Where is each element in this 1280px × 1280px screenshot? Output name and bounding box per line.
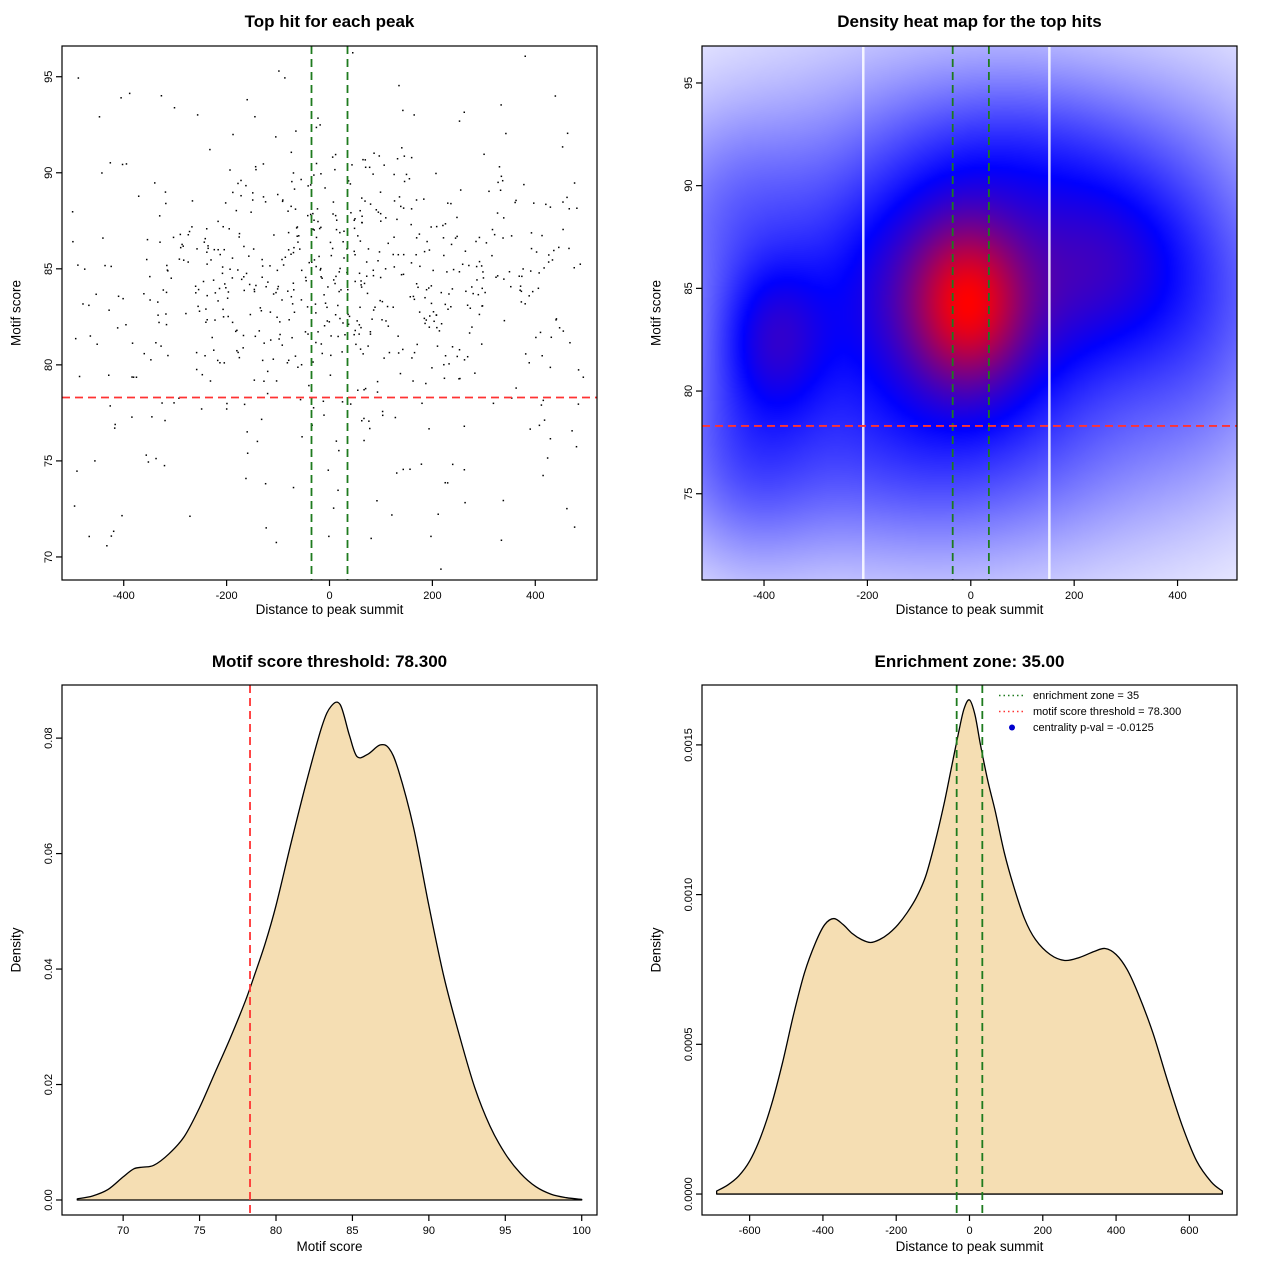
y-axis-label: Motif score [648, 279, 664, 347]
x-tick-label: 400 [1107, 1225, 1125, 1237]
density-curve [76, 701, 583, 1201]
x-tick-label: 0 [966, 1225, 972, 1237]
axes: -600 -400 -200 0 200 400 600 0.0000 0.0005 0.0010… [683, 684, 1238, 1237]
x-tick-label: 0 [326, 590, 332, 602]
x-tick-label: 100 [573, 1225, 591, 1237]
y-tick-label: 0.04 [43, 958, 55, 979]
y-tick-label: 0.0015 [683, 728, 695, 762]
x-tick-label: -400 [753, 590, 775, 602]
y-axis-label: Density [8, 927, 24, 973]
legend: enrichment zone = 35 motif score threshol… [999, 690, 1181, 734]
x-tick-label: 200 [1034, 1225, 1052, 1237]
heatmap-overlay: -400 -200 0 200 400 75 80 85 90 95 [683, 45, 1238, 602]
density-plot: -600 -400 -200 0 200 400 600 0.0000 0.0005 0.0010… [683, 684, 1238, 1237]
x-tick-label: 70 [117, 1225, 129, 1237]
y-tick-label: 85 [683, 282, 695, 294]
x-tick-label: 95 [499, 1225, 511, 1237]
x-tick-label: -200 [885, 1225, 907, 1237]
y-tick-label: 0.08 [43, 727, 55, 748]
scatter-plot: -400 -200 0 200 400 70 75 80 85 90 95 [43, 45, 598, 602]
density-plot: 70 75 80 85 90 95 100 0.00 0.02 0.04 0.06 0.08 [43, 684, 598, 1237]
y-tick-label: 85 [43, 263, 55, 275]
x-tick-label: 90 [423, 1225, 435, 1237]
x-tick-label: 600 [1180, 1225, 1198, 1237]
x-tick-label: -600 [739, 1225, 761, 1237]
x-axis-label: Distance to peak summit [255, 602, 404, 617]
y-tick-label: 80 [683, 385, 695, 397]
reference-lines [62, 46, 597, 580]
y-tick-label: 90 [683, 180, 695, 192]
y-tick-label: 0.02 [43, 1074, 55, 1095]
panel-top-hit-scatter: Top hit for each peak -400 -200 0 200 400 70 7… [0, 0, 640, 640]
x-tick-label: -400 [113, 590, 135, 602]
x-tick-label: 0 [968, 590, 974, 602]
y-tick-label: 95 [43, 71, 55, 83]
x-tick-label: -400 [812, 1225, 834, 1237]
axes: -400 -200 0 200 400 75 80 85 90 95 [683, 45, 1238, 602]
density-curve [716, 699, 1223, 1195]
density-heatmap-canvas [702, 46, 1237, 580]
axes: 70 75 80 85 90 95 100 0.00 0.02 0.04 0.06 0.08 [43, 684, 598, 1237]
legend-dot-symbol [1009, 724, 1015, 731]
x-axis-label: Distance to peak summit [895, 602, 1044, 617]
y-tick-label: 75 [683, 488, 695, 500]
x-tick-label: 400 [1168, 590, 1186, 602]
axes: -400 -200 0 200 400 70 75 80 85 90 95 [43, 45, 598, 602]
chart-title: Enrichment zone: 35.00 [874, 652, 1065, 671]
x-tick-label: -200 [216, 590, 238, 602]
y-tick-label: 90 [43, 167, 55, 179]
x-axis-label: Motif score [296, 1239, 363, 1254]
y-tick-label: 0.0000 [683, 1177, 695, 1211]
legend-label: centrality p-val = -0.0125 [1033, 722, 1154, 734]
y-tick-label: 0.00 [43, 1189, 55, 1210]
y-tick-label: 70 [43, 551, 55, 563]
chart-title: Top hit for each peak [244, 12, 415, 31]
x-tick-label: 85 [346, 1225, 358, 1237]
reference-lines [702, 46, 1237, 580]
chart-title: Density heat map for the top hits [837, 12, 1102, 31]
x-tick-label: 80 [270, 1225, 282, 1237]
x-tick-label: 75 [193, 1225, 205, 1237]
legend-label: enrichment zone = 35 [1033, 690, 1139, 702]
panel-motif-score-density: Motif score threshold: 78.300 70 75 80 85 90… [0, 640, 640, 1280]
legend-label: motif score threshold = 78.300 [1033, 706, 1181, 718]
y-tick-label: 0.06 [43, 843, 55, 864]
y-tick-label: 95 [683, 77, 695, 89]
y-tick-label: 80 [43, 359, 55, 371]
y-axis-label: Density [648, 927, 664, 973]
scatter-points [71, 52, 585, 570]
y-tick-label: 0.0005 [683, 1027, 695, 1061]
y-tick-label: 0.0010 [683, 878, 695, 912]
y-tick-label: 75 [43, 455, 55, 467]
reference-lines [955, 685, 984, 1215]
x-tick-label: 200 [423, 590, 441, 602]
panel-distance-density: Enrichment zone: 35.00 -600 -400 -200 0 200 4… [640, 640, 1280, 1280]
x-axis-label: Distance to peak summit [895, 1239, 1044, 1254]
x-tick-label: -200 [856, 590, 878, 602]
x-tick-label: 400 [526, 590, 544, 602]
y-axis-label: Motif score [8, 279, 24, 347]
chart-title: Motif score threshold: 78.300 [211, 652, 448, 671]
x-tick-label: 200 [1065, 590, 1083, 602]
panel-density-heatmap: Density heat map for the top hits -400 -2… [640, 0, 1280, 640]
